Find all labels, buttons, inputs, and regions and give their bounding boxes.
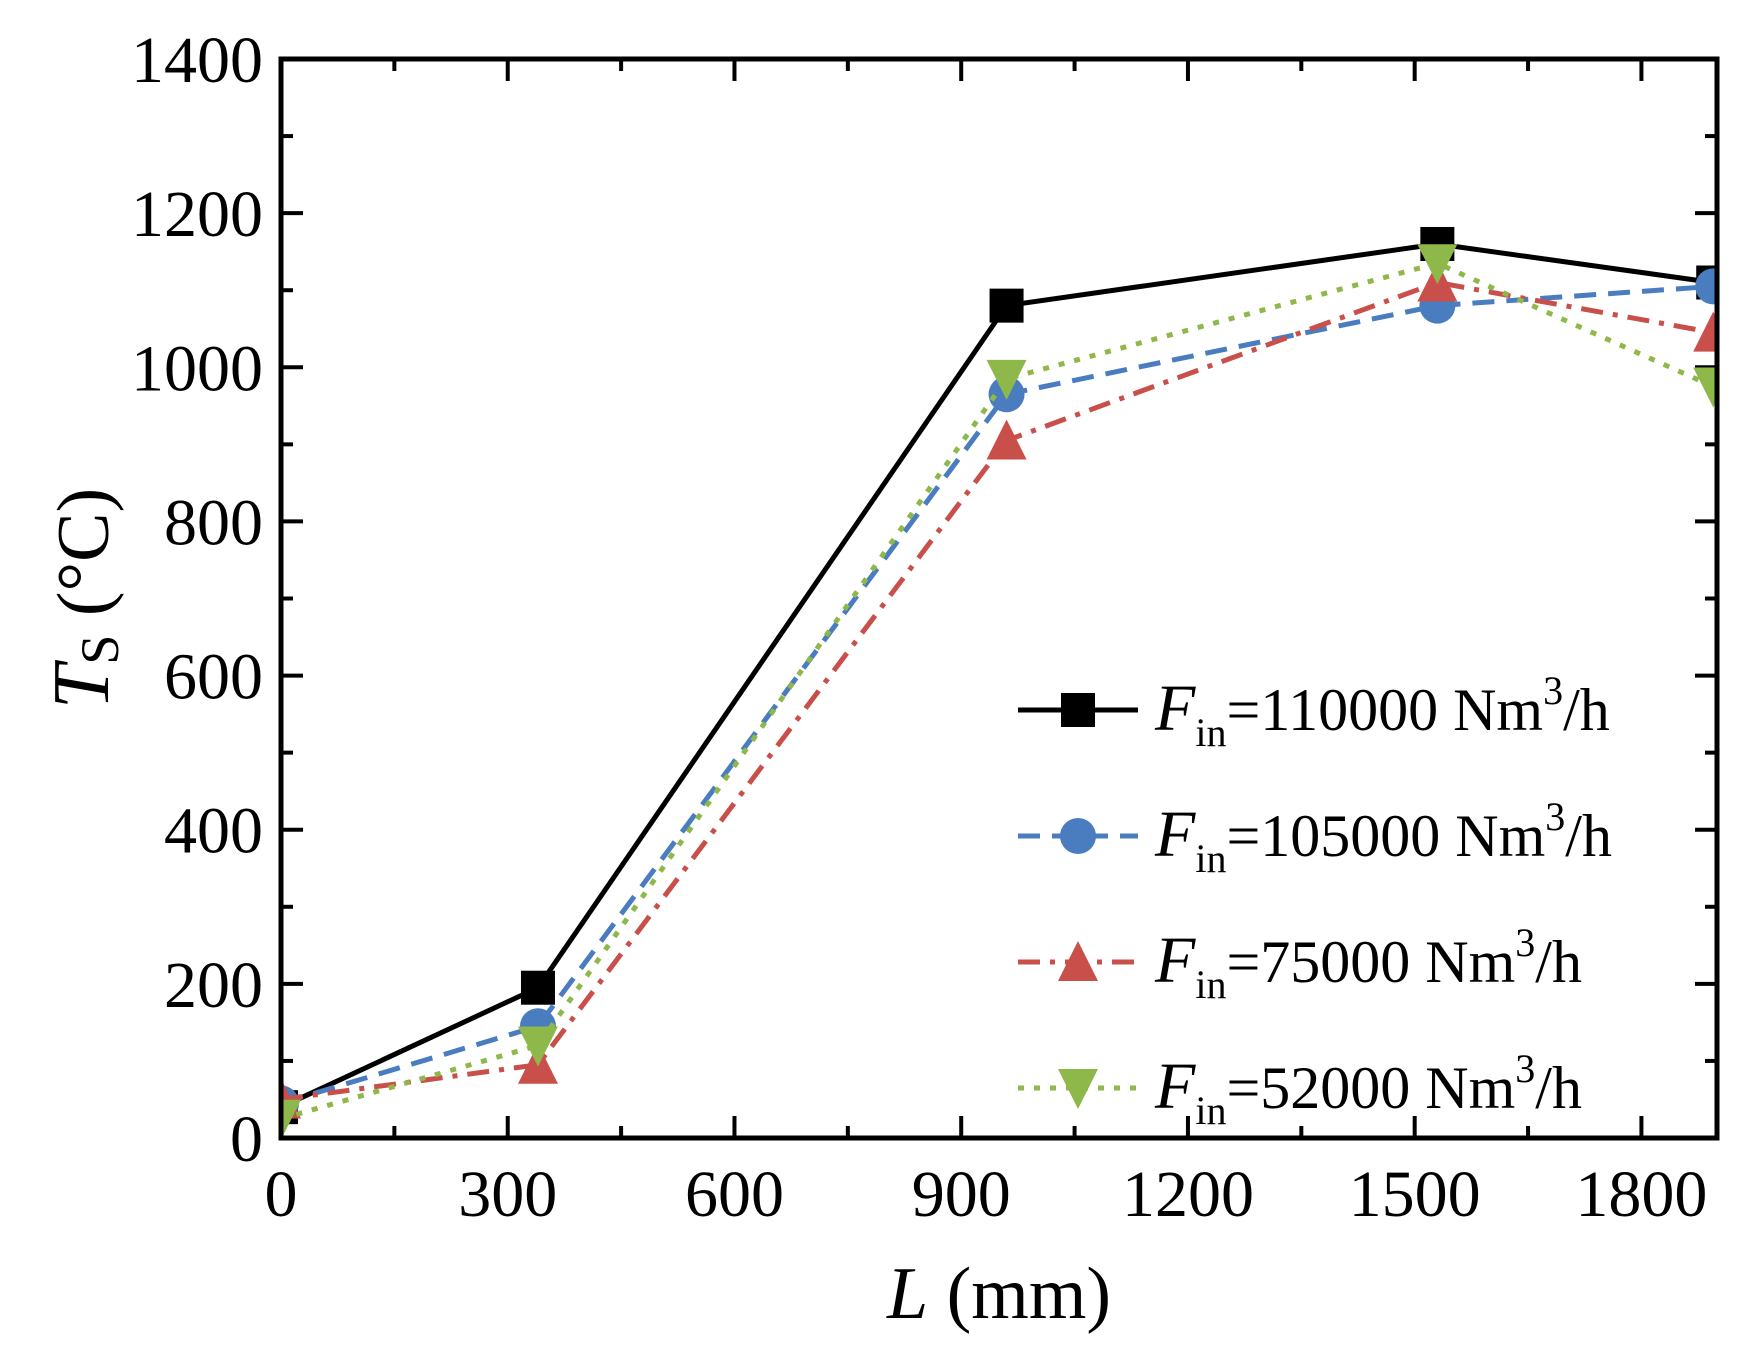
legend-item: Fin=75000 Nm3/h [1018,920,1582,1007]
legend-label-unit: /h [1535,1055,1582,1121]
x-tick-label: 1200 [1122,1158,1254,1231]
data-point [1693,367,1717,408]
legend-label: Fin=105000 Nm3/h [1154,794,1612,881]
x-tick-label: 1800 [1575,1158,1707,1231]
legend-label-unit: /h [1535,929,1582,995]
legend-item: Fin=110000 Nm3/h [1018,668,1610,755]
legend-item: Fin=105000 Nm3/h [1018,794,1612,881]
y-tick-label: 1200 [131,178,263,251]
x-tick-label: 0 [265,1158,298,1231]
data-point [986,359,1027,400]
legend-label-superscript: 3 [1515,1046,1535,1091]
legend-label-symbol: F [1154,924,1196,997]
legend-item: Fin=52000 Nm3/h [1018,1046,1582,1133]
y-axis-title: TS (°C) [38,488,130,709]
y-axis-title-unit: (°C) [43,488,125,635]
x-tick-label: 600 [685,1158,784,1231]
x-axis-title-unit: (mm) [928,1253,1111,1335]
legend-label-symbol: F [1154,1050,1196,1123]
legend-label-superscript: 3 [1543,668,1563,713]
x-axis-title-symbol: L [886,1253,928,1335]
legend-label-superscript: 3 [1545,794,1565,839]
legend-marker [1058,941,1098,981]
legend-label-superscript: 3 [1515,920,1535,965]
series-line [281,260,1715,1122]
y-tick-label: 200 [164,949,263,1022]
legend-label: Fin=75000 Nm3/h [1154,920,1582,1007]
legend-label-unit: /h [1563,677,1610,743]
x-tick-label: 900 [912,1158,1011,1231]
legend-label-value: =52000 Nm [1226,1055,1515,1121]
series-3 [281,244,1717,1138]
legend-label: Fin=52000 Nm3/h [1154,1046,1582,1133]
y-axis-title-symbol: T [38,659,126,709]
y-tick-label: 800 [164,486,263,559]
y-tick-label: 0 [230,1103,263,1176]
legend-label-subscript: in [1195,710,1226,755]
x-tick-label: 300 [458,1158,557,1231]
legend-label-value: =75000 Nm [1226,929,1515,995]
legend-label-subscript: in [1195,836,1226,881]
data-point [989,288,1024,323]
legend-label-value: =105000 Nm [1226,803,1545,869]
y-tick-label: 400 [164,795,263,868]
data-point [1417,244,1458,285]
axis-ticks [279,57,1717,1140]
y-axis-title-subscript: S [70,635,130,665]
legend-marker [1060,818,1096,854]
legend-label: Fin=110000 Nm3/h [1154,668,1610,755]
y-tick-label: 600 [164,641,263,714]
legend-marker [1058,1069,1098,1109]
x-axis-title: L (mm) [886,1253,1111,1335]
data-point [1693,311,1717,352]
legend-label-value: =110000 Nm [1226,677,1543,743]
legend-label-symbol: F [1154,672,1196,745]
data-point [986,419,1027,460]
legend-label-subscript: in [1195,962,1226,1007]
data-point [520,970,555,1005]
legend-marker [1061,693,1095,727]
legend-label-subscript: in [1195,1088,1226,1133]
plot-elements: 0 300 600 900 1200 1500 1800 0 200 400 600 800 1000 1… [38,24,1720,1335]
data-point [517,1026,558,1067]
legend-label-unit: /h [1565,803,1612,869]
data-point [281,1099,301,1138]
data-point [1695,268,1717,305]
y-tick-label: 1000 [131,332,263,405]
legend-label-symbol: F [1154,798,1196,871]
x-tick-label: 1500 [1349,1158,1481,1231]
y-tick-label: 1400 [131,24,263,97]
plot-frame [278,56,1720,1141]
